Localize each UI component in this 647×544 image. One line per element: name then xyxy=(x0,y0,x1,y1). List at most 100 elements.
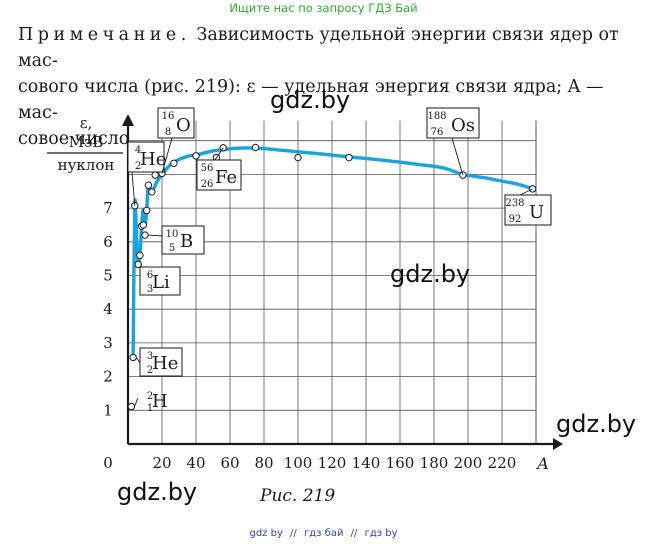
x-tick-label: 80 xyxy=(254,454,273,472)
annotation-symbol: He xyxy=(140,149,166,170)
header-link[interactable]: Ищите нас по запросу ГДЗ Бай xyxy=(229,1,418,15)
chart-grid xyxy=(128,120,537,444)
series-curve xyxy=(131,146,535,360)
x-tick-label: 200 xyxy=(454,454,483,472)
data-point xyxy=(294,153,302,162)
annotation-leader xyxy=(519,188,533,196)
annotation-charge-number: 1 xyxy=(147,403,153,414)
x-tick-label: 220 xyxy=(488,454,517,472)
annotation-box xyxy=(139,347,183,377)
annotation-charge-number: 2 xyxy=(135,161,141,172)
annotation-mass-number: 6 xyxy=(147,270,153,281)
x-tick-label: 40 xyxy=(186,454,205,472)
annotation-mass-number: 188 xyxy=(427,111,446,122)
figure-caption: Рис. 219 xyxy=(260,486,336,506)
annotation-box xyxy=(161,225,205,255)
data-point xyxy=(148,188,156,196)
annotation-leader xyxy=(133,397,139,407)
annotation-charge-number: 92 xyxy=(509,214,522,225)
annotation-leader xyxy=(451,137,464,176)
footer-links: gdz by // гдз бай // гдз by xyxy=(0,528,647,539)
annotation-symbol: Fe xyxy=(215,167,237,188)
y-tick-label: 1 xyxy=(103,401,113,419)
annotation-symbol: B xyxy=(180,231,193,252)
watermark: gdz.by xyxy=(556,410,637,438)
annotation-mass-number: 4 xyxy=(135,145,141,156)
annotation-box xyxy=(196,159,242,191)
annotation-box xyxy=(139,266,181,296)
y-axis-label-unit-bottom: нуклон xyxy=(58,156,115,174)
x-tick-label: 180 xyxy=(420,454,449,472)
annotation-symbol: U xyxy=(529,202,544,223)
annotation-symbol: Os xyxy=(451,115,475,136)
x-tick-label: 20 xyxy=(152,454,171,472)
data-point xyxy=(136,251,144,259)
data-point xyxy=(251,143,260,152)
x-tick-label: 120 xyxy=(318,454,347,472)
x-tick-label: 160 xyxy=(386,454,415,472)
annotation-mass-number: 2 xyxy=(147,391,153,402)
data-point xyxy=(192,152,200,160)
annotation-box xyxy=(157,107,195,139)
y-tick-label: 7 xyxy=(103,199,113,217)
annotation-box xyxy=(426,107,480,139)
footer-separator: // xyxy=(290,528,297,539)
annotation-mass-number: 16 xyxy=(162,111,175,122)
annotation-charge-number: 76 xyxy=(431,127,444,138)
y-axis-label-unit-top: МэВ xyxy=(69,133,104,151)
x-tick-label: 60 xyxy=(220,454,239,472)
x-axis-label: A xyxy=(535,454,549,473)
y-tick-label: 2 xyxy=(103,368,113,386)
data-point xyxy=(345,153,353,162)
footer-link[interactable]: gdz by xyxy=(249,528,283,539)
footer-link[interactable]: гдз by xyxy=(364,528,398,539)
annotation-mass-number: 3 xyxy=(147,351,153,362)
data-point xyxy=(144,181,153,189)
data-point xyxy=(141,231,149,239)
data-point xyxy=(143,206,151,215)
annotation-mass-number: 56 xyxy=(201,163,214,174)
note-paragraph: Примечание. Зависимость удельной энергии… xyxy=(18,22,630,152)
annotation-symbol: He xyxy=(152,353,178,374)
data-point xyxy=(129,353,137,362)
annotation-leader xyxy=(214,147,224,161)
y-tick-label: 5 xyxy=(103,267,113,285)
y-axis-arrow xyxy=(122,114,134,126)
annotation-leader xyxy=(161,137,173,174)
note-lead: Примечание. xyxy=(18,25,191,45)
chart-axes xyxy=(122,114,563,450)
footer-link[interactable]: гдз бай xyxy=(303,528,344,539)
y-tick-label: 6 xyxy=(103,233,113,251)
annotation-symbol: Li xyxy=(152,272,170,293)
annotation-leader xyxy=(147,234,164,237)
y-axis-label-symbol: ε, xyxy=(80,114,93,132)
watermark: gdz.by xyxy=(270,86,351,114)
watermark: gdz.by xyxy=(390,260,471,288)
x-tick-label: 0 xyxy=(103,454,113,472)
annotation-charge-number: 5 xyxy=(169,243,175,254)
x-tick-label: 100 xyxy=(284,454,313,472)
data-point xyxy=(134,260,142,269)
annotation-box xyxy=(504,194,552,226)
data-point xyxy=(151,171,159,179)
annotation-charge-number: 3 xyxy=(147,284,153,295)
y-tick-label: 4 xyxy=(103,300,113,318)
x-axis-arrow xyxy=(553,438,563,450)
note-line1-text: Зависимость удельной энергии связи ядер … xyxy=(18,25,619,71)
x-tick-label: 140 xyxy=(352,454,381,472)
y-tick-label: 3 xyxy=(103,334,113,352)
note-line-1: Примечание. Зависимость удельной энергии… xyxy=(18,22,630,74)
footer-separator: // xyxy=(350,528,358,539)
annotation-symbol: O xyxy=(176,115,191,136)
annotation-charge-number: 2 xyxy=(147,365,153,376)
annotation-symbol: H xyxy=(152,391,168,412)
annotation-leader xyxy=(131,171,136,206)
annotation-charge-number: 8 xyxy=(165,127,171,138)
data-points xyxy=(127,143,537,411)
annotation-mass-number: 238 xyxy=(505,198,524,209)
annotation-charge-number: 26 xyxy=(201,179,214,190)
note-line-2: сового числа (рис. 219): ε — удельная эн… xyxy=(18,77,604,123)
note-line-3: совое число. xyxy=(18,129,135,149)
